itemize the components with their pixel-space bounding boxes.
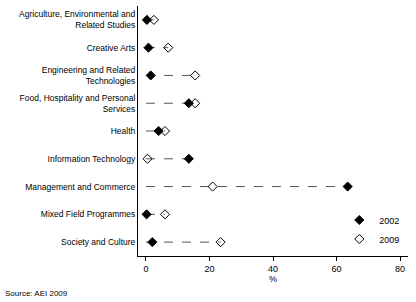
svg-text:Management and Commerce: Management and Commerce (25, 182, 135, 192)
svg-text:Source: AEI 2009: Source: AEI 2009 (5, 289, 68, 298)
svg-text:20: 20 (204, 264, 214, 274)
svg-text:Engineering and RelatedTechnol: Engineering and RelatedTechnologies (42, 65, 136, 86)
svg-text:Information Technology: Information Technology (48, 154, 136, 164)
svg-text:60: 60 (332, 264, 342, 274)
svg-text:40: 40 (268, 264, 278, 274)
svg-text:Food, Hospitality and Personal: Food, Hospitality and PersonalServices (20, 93, 136, 114)
svg-text:Mixed Field Programmes: Mixed Field Programmes (41, 209, 135, 219)
svg-text:Creative Arts: Creative Arts (87, 43, 136, 53)
svg-text:80: 80 (395, 264, 405, 274)
svg-text:0: 0 (143, 264, 148, 274)
svg-text:Health: Health (111, 126, 136, 136)
svg-text:Society and Culture: Society and Culture (61, 237, 135, 247)
svg-text:%: % (269, 274, 277, 284)
svg-text:Agriculture, Environmental and: Agriculture, Environmental andRelated St… (19, 9, 136, 30)
svg-text:2009: 2009 (379, 235, 399, 245)
svg-text:2002: 2002 (379, 216, 399, 226)
